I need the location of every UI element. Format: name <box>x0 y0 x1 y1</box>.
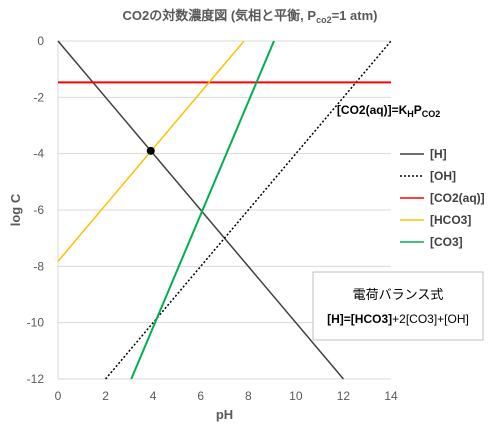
y-tick-label: -8 <box>33 259 44 273</box>
y-axis-title: log C <box>8 193 23 226</box>
y-tick-label: -6 <box>33 203 44 217</box>
legend-label-0: [H] <box>430 147 447 161</box>
x-tick-label: 8 <box>245 389 252 403</box>
x-tick-label: 4 <box>150 389 157 403</box>
x-tick-label: 14 <box>384 389 398 403</box>
x-tick-label: 12 <box>337 389 351 403</box>
series-line-0 <box>57 40 345 380</box>
x-tick-label: 6 <box>197 389 204 403</box>
y-tick-label: -10 <box>27 316 45 330</box>
legend-label-2: [CO2(aq)] <box>430 191 485 205</box>
x-tick-label: 0 <box>55 389 62 403</box>
charge-balance-equation: [H]=[HCO3]+2[CO3]+[OH] <box>327 312 469 326</box>
legend-label-3: [HCO3] <box>430 213 471 227</box>
y-tick-label: -2 <box>33 90 44 104</box>
legend-label-4: [CO3] <box>430 235 463 249</box>
x-tick-label: 10 <box>289 389 303 403</box>
charge-balance-title: 電荷バランス式 <box>353 287 444 302</box>
x-axis-title: pH <box>216 407 233 422</box>
series-line-1 <box>104 40 392 380</box>
y-tick-label: -4 <box>33 147 44 161</box>
intersection-marker <box>146 146 155 155</box>
y-tick-label: -12 <box>27 372 45 386</box>
chart-title: CO2の対数濃度図 (気相と平衡, Pco2=1 atm) <box>123 8 378 25</box>
x-tick-label: 2 <box>102 389 109 403</box>
y-tick-label: 0 <box>37 34 44 48</box>
legend-label-1: [OH] <box>430 169 456 183</box>
co2-annotation: [CO2(aq)]=KHPCO2 <box>337 103 440 119</box>
charge-balance-box <box>312 271 484 341</box>
series-line-4 <box>130 40 275 380</box>
